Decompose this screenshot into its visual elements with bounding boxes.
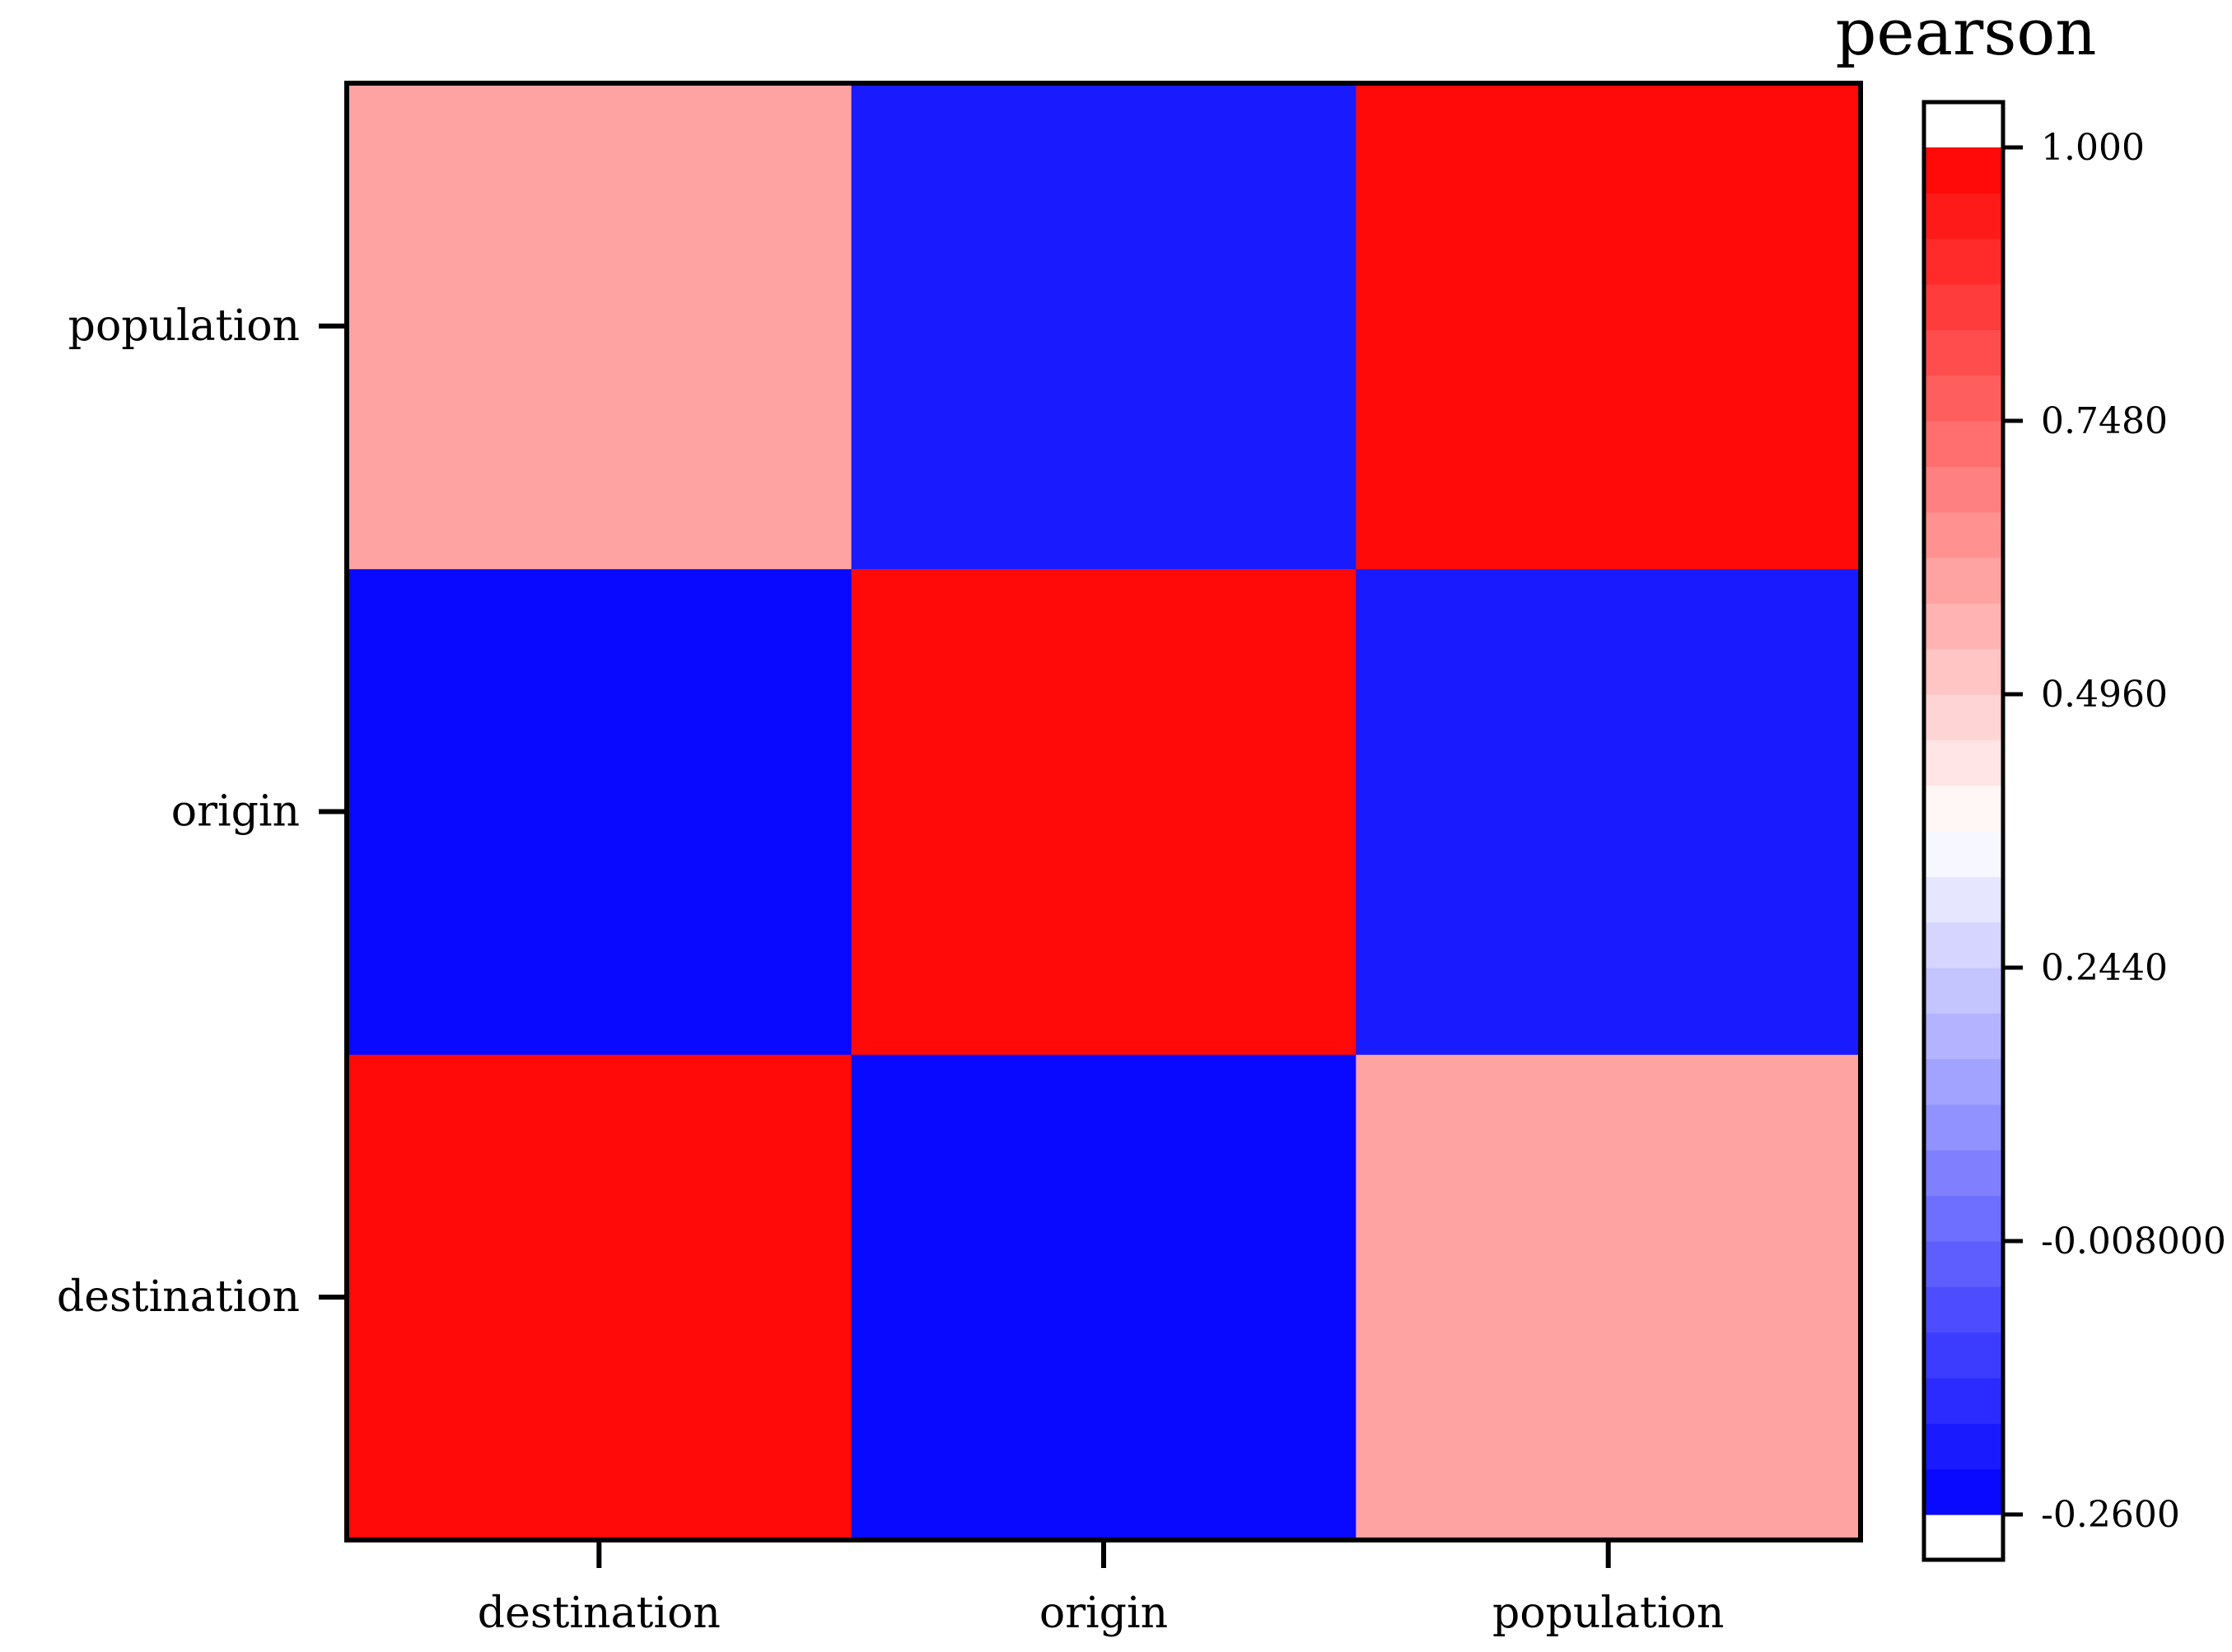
colorbar-level: [1924, 1378, 2003, 1424]
colorbar-level: [1924, 1241, 2003, 1287]
x-tick-label: destination: [478, 1589, 721, 1638]
colorbar-level: [1924, 193, 2003, 240]
colorbar-level: [1924, 831, 2003, 877]
colorbar-level: [1924, 1058, 2003, 1105]
heatmap-cell-destination-origin: [851, 1054, 1356, 1541]
colorbar-level: [1924, 968, 2003, 1014]
colorbar-level: [1924, 1286, 2003, 1333]
x-tick-label: origin: [1039, 1589, 1168, 1638]
colorbar-level: [1924, 922, 2003, 968]
x-tick-label: population: [1492, 1589, 1724, 1638]
y-tick-label: origin: [171, 787, 300, 837]
heatmap-cell-population-origin: [851, 83, 1356, 570]
colorbar-tick-label: 0.2440: [2041, 947, 2168, 989]
colorbar-level: [1924, 284, 2003, 330]
colorbar-tick-label: -0.008000: [2041, 1220, 2226, 1262]
y-tick-label: destination: [57, 1272, 300, 1322]
y-axis: destination origin population: [57, 301, 347, 1322]
colorbar-level: [1924, 1104, 2003, 1150]
colorbar-level: [1924, 876, 2003, 923]
colorbar-level: [1924, 1423, 2003, 1470]
colorbar-level: [1924, 1150, 2003, 1197]
colorbar-level: [1924, 1332, 2003, 1379]
heatmap-cell-population-destination: [347, 83, 852, 570]
heatmap-cell-origin-population: [1356, 568, 1861, 1055]
colorbar-level: [1924, 238, 2003, 285]
colorbar-level: [1924, 421, 2003, 467]
colorbar-tick-label: -0.2600: [2041, 1494, 2180, 1536]
colorbar-level: [1924, 740, 2003, 786]
colorbar-level: [1924, 1468, 2003, 1515]
heatmap-cell-origin-destination: [347, 568, 852, 1055]
heatmap-cell-destination-destination: [347, 1054, 852, 1541]
colorbar-level: [1924, 375, 2003, 422]
colorbar-level: [1924, 603, 2003, 650]
colorbar-tick-label: 1.000: [2041, 127, 2145, 169]
colorbar-level: [1924, 558, 2003, 604]
colorbar-tick-label: 0.7480: [2041, 400, 2168, 442]
heatmap-cells: [347, 83, 1861, 1541]
colorbar-level: [1924, 1195, 2003, 1242]
heatmap-cell-population-population: [1356, 83, 1861, 570]
heatmap-cell-destination-population: [1356, 1054, 1861, 1541]
colorbar-level: [1924, 785, 2003, 832]
colorbar-level: [1924, 466, 2003, 513]
colorbar-level: [1924, 147, 2003, 194]
colorbar-level: [1924, 648, 2003, 695]
y-tick-label: population: [68, 301, 300, 351]
colorbar-level: [1924, 329, 2003, 376]
colorbar-title: pearson: [1835, 0, 2096, 70]
colorbar-tick-label: 0.4960: [2041, 674, 2168, 716]
colorbar-level: [1924, 511, 2003, 558]
colorbar-frame: [1921, 100, 2006, 1562]
colorbar-level: [1924, 1013, 2003, 1060]
heatmap-cell-origin-origin: [851, 568, 1356, 1055]
x-axis: destination origin population: [478, 1540, 1724, 1638]
colorbar-level: [1924, 694, 2003, 740]
colorbar: -0.2600 -0.008000 0.2440 0.4960 0.7480 1.000: [1921, 100, 2226, 1562]
